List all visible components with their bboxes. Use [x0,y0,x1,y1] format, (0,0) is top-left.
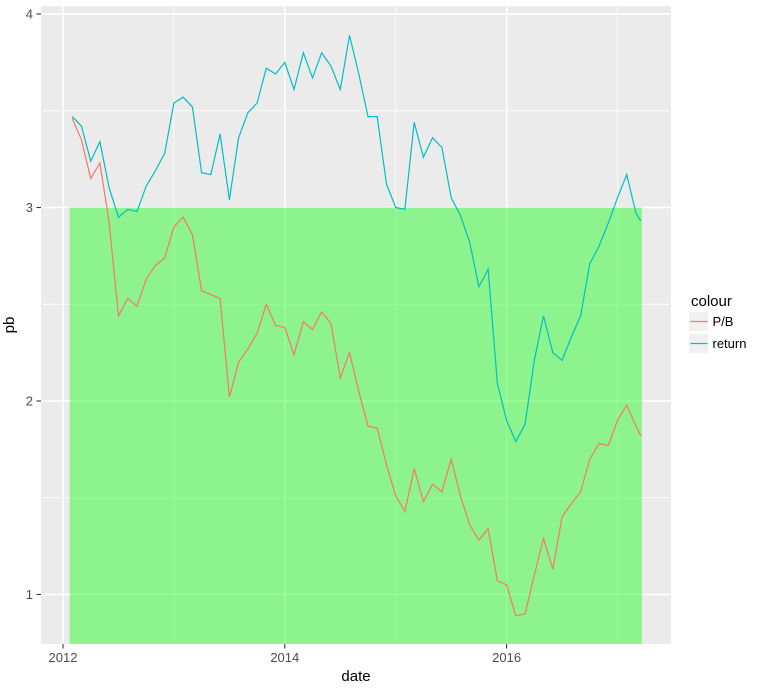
y-tick-label: 3 [26,200,33,215]
y-tick-label: 2 [26,394,33,409]
series-line-return [71,35,642,443]
y-tick-label: 1 [26,587,33,602]
legend-title: colour [691,293,732,310]
series-lines [71,35,642,617]
green-annotation-rect [69,207,642,644]
panel-background [41,6,671,644]
x-tick-label: 2012 [49,650,78,665]
y-tick-label: 4 [26,7,33,22]
y-axis-title: pb [1,317,18,334]
x-axis-title: date [341,668,370,685]
legend-entries: P/B return [689,312,746,353]
minor-gridlines [41,6,671,644]
legend-label-p-b: P/B [713,314,734,329]
x-axis-tick-labels: 2012 2014 2016 [49,650,522,665]
legend: colour P/B return [689,293,746,353]
major-gridlines [41,6,671,644]
axis-tick-marks [36,13,508,649]
legend-label-return: return [713,336,747,351]
x-tick-label: 2016 [492,650,521,665]
x-tick-label: 2014 [270,650,299,665]
series-line-p-b [71,118,642,617]
y-axis-tick-labels: 1 2 3 4 [26,7,33,603]
